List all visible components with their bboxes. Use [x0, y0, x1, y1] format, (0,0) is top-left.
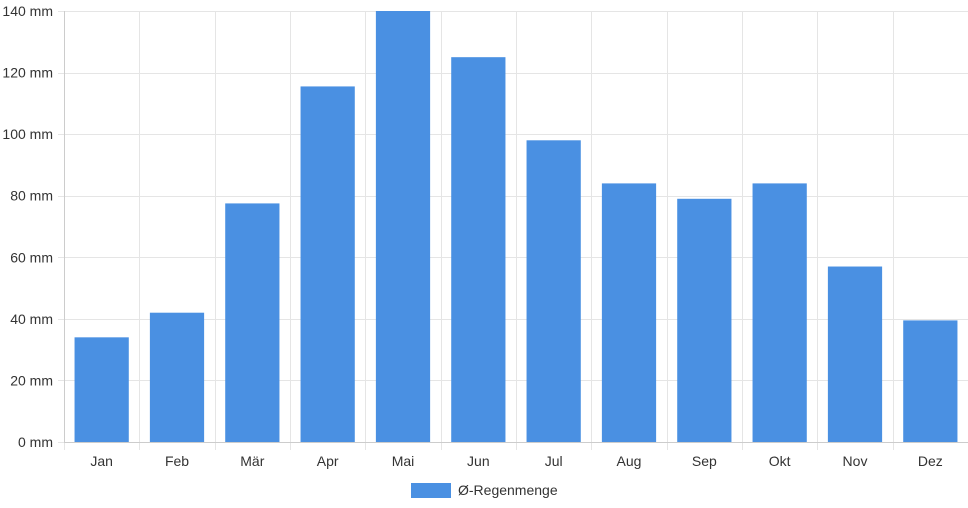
bar-apr[interactable]	[300, 86, 355, 443]
bar-jan[interactable]	[74, 337, 129, 442]
x-tick-label: Jul	[545, 453, 563, 469]
bars	[74, 11, 958, 443]
x-tick-label: Sep	[692, 453, 717, 469]
y-tick-label: 100 mm	[2, 126, 53, 142]
x-tick-label: Feb	[165, 453, 189, 469]
y-tick-label: 80 mm	[10, 188, 53, 204]
x-tick-label: Dez	[918, 453, 943, 469]
y-tick-label: 120 mm	[2, 65, 53, 81]
x-tick-label: Okt	[769, 453, 791, 469]
y-tick-label: 0 mm	[18, 434, 53, 450]
bar-mai[interactable]	[375, 11, 431, 442]
bar-sep[interactable]	[677, 198, 732, 442]
bar-jul[interactable]	[526, 140, 581, 443]
bar-dez[interactable]	[903, 320, 958, 442]
x-tick-label: Mai	[392, 453, 415, 469]
bar-mär[interactable]	[225, 203, 280, 442]
y-tick-label: 40 mm	[10, 311, 53, 327]
x-tick-label: Nov	[843, 453, 868, 469]
x-tick-label: Jan	[90, 453, 113, 469]
x-tick-label: Apr	[317, 453, 339, 469]
x-tick-label: Mär	[240, 453, 264, 469]
x-tick-label: Aug	[617, 453, 642, 469]
x-tick-label: Jun	[467, 453, 490, 469]
bar-nov[interactable]	[827, 266, 883, 442]
y-tick-label: 60 mm	[10, 249, 53, 265]
bar-jun[interactable]	[451, 57, 506, 443]
y-tick-label: 20 mm	[10, 372, 53, 388]
legend-swatch	[411, 483, 451, 498]
grid-lines	[58, 11, 968, 450]
bar-okt[interactable]	[752, 183, 807, 442]
y-tick-label: 140 mm	[2, 3, 53, 19]
bar-feb[interactable]	[149, 312, 205, 442]
legend[interactable]: Ø-Regenmenge	[411, 482, 558, 498]
x-axis-tick-labels: Jan Feb Mär Apr Mai Jun Jul Aug Sep Okt Nov Dez	[90, 453, 942, 469]
legend-label: Ø-Regenmenge	[458, 482, 558, 498]
y-axis-tick-labels: 0 mm 20 mm 40 mm 60 mm 80 mm 100 mm 120 mm 140 …	[2, 3, 53, 450]
bar-aug[interactable]	[601, 183, 657, 442]
